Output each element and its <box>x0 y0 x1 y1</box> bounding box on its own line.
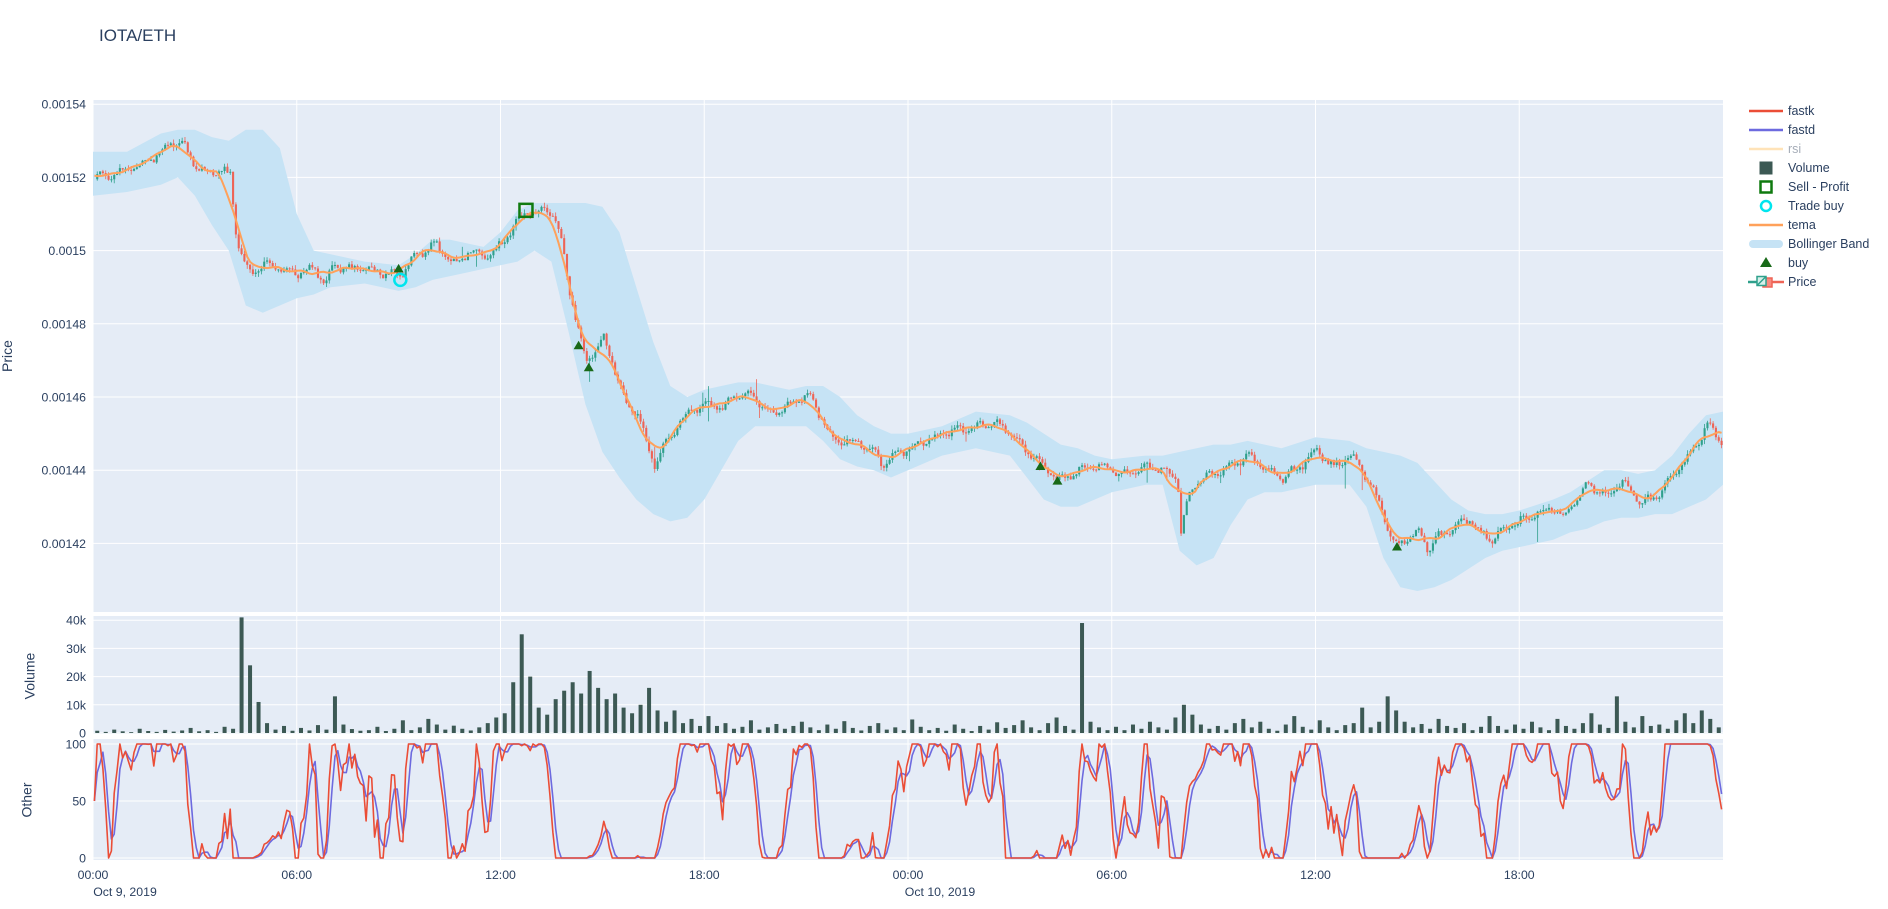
svg-text:18:00: 18:00 <box>1504 868 1535 882</box>
legend-label: fastd <box>1788 122 1816 137</box>
svg-text:0.00148: 0.00148 <box>42 317 87 331</box>
legend-label: tema <box>1788 217 1816 232</box>
legend-label: Volume <box>1788 160 1830 175</box>
svg-text:Oct 9, 2019: Oct 9, 2019 <box>93 885 157 899</box>
fastk-line <box>93 743 1723 859</box>
svg-text:12:00: 12:00 <box>485 868 516 882</box>
svg-text:10k: 10k <box>66 698 87 712</box>
volume-legend-icon <box>1746 160 1788 176</box>
legend-item-tema[interactable]: tema <box>1746 215 1869 234</box>
svg-text:0.0015: 0.0015 <box>48 244 86 258</box>
bollinger-band <box>93 129 1723 592</box>
legend-item-price[interactable]: Price <box>1746 272 1869 291</box>
legend-label: Bollinger Band <box>1788 236 1870 251</box>
legend-item-rsi[interactable]: rsi <box>1746 139 1869 158</box>
svg-text:0.00154: 0.00154 <box>42 98 87 112</box>
svg-text:Oct 10, 2019: Oct 10, 2019 <box>905 885 976 899</box>
tema-line <box>94 144 1722 542</box>
svg-text:0.00146: 0.00146 <box>42 390 87 404</box>
other-axis-title: Other <box>18 782 35 818</box>
legend-label: fastk <box>1788 103 1815 118</box>
legend-item-buy[interactable]: buy <box>1746 253 1869 272</box>
legend-item-trade-buy[interactable]: Trade buy <box>1746 196 1869 215</box>
gridlines <box>92 100 1723 860</box>
svg-text:0: 0 <box>79 727 86 741</box>
volume-axis-title: Volume <box>21 652 38 700</box>
rsi-legend-icon <box>1746 141 1788 157</box>
legend-item-fastd[interactable]: fastd <box>1746 120 1869 139</box>
svg-text:20k: 20k <box>66 670 87 684</box>
sell-profit-legend-icon <box>1746 179 1788 195</box>
trade-buy-marker[interactable] <box>393 272 408 288</box>
svg-text:0.00152: 0.00152 <box>42 171 87 185</box>
legend-item-sell-profit[interactable]: Sell - Profit <box>1746 177 1869 196</box>
axis-tick-labels: 0.00154 0.00152 0.0015 0.00148 0.00146 0.0014… <box>42 98 1535 899</box>
trade-markers <box>393 202 1402 551</box>
price-axis-title: Price <box>0 340 15 372</box>
svg-text:00:00: 00:00 <box>78 868 109 882</box>
svg-text:0: 0 <box>79 852 86 866</box>
svg-text:50: 50 <box>72 795 86 809</box>
tema-legend-icon <box>1746 217 1788 233</box>
svg-text:06:00: 06:00 <box>281 868 312 882</box>
legend-label: rsi <box>1788 141 1802 156</box>
buy-marker[interactable] <box>1052 476 1063 485</box>
fastk-legend-icon <box>1746 103 1788 119</box>
buy-marker[interactable] <box>1035 461 1046 471</box>
trade-buy-legend-icon <box>1746 198 1788 214</box>
sell-profit-marker[interactable] <box>518 202 534 219</box>
bollinger-band-legend-icon <box>1746 236 1788 252</box>
svg-text:40k: 40k <box>66 614 87 628</box>
svg-text:00:00: 00:00 <box>893 868 924 882</box>
legend-item-bollinger-band[interactable]: Bollinger Band <box>1746 234 1869 253</box>
buy-marker[interactable] <box>583 362 594 372</box>
price-candles <box>96 137 1723 557</box>
svg-text:12:00: 12:00 <box>1300 868 1331 882</box>
legend-item-volume[interactable]: Volume <box>1746 158 1869 177</box>
buy-marker[interactable] <box>1392 542 1402 551</box>
buy-marker[interactable] <box>573 340 584 350</box>
svg-text:100: 100 <box>65 738 86 752</box>
fastd-legend-icon <box>1746 122 1788 138</box>
svg-text:18:00: 18:00 <box>689 868 720 882</box>
svg-text:0.00144: 0.00144 <box>42 464 87 478</box>
svg-text:06:00: 06:00 <box>1096 868 1127 882</box>
chart-title: IOTA/ETH <box>99 26 177 45</box>
legend-label: Sell - Profit <box>1788 179 1850 194</box>
legend-label: Trade buy <box>1788 198 1844 213</box>
buy-marker[interactable] <box>393 263 404 273</box>
svg-text:0.00142: 0.00142 <box>42 537 87 551</box>
legend-item-fastk[interactable]: fastk <box>1746 101 1869 120</box>
legend-label: Price <box>1788 274 1817 289</box>
svg-text:30k: 30k <box>66 642 87 656</box>
legend-label: buy <box>1788 255 1809 270</box>
buy-legend-icon <box>1746 255 1788 271</box>
volume-bars <box>95 617 1721 733</box>
legend: fastk fastd rsi Volume Sell - Profit Trade bu… <box>1746 101 1869 291</box>
price-legend-icon <box>1746 274 1788 290</box>
